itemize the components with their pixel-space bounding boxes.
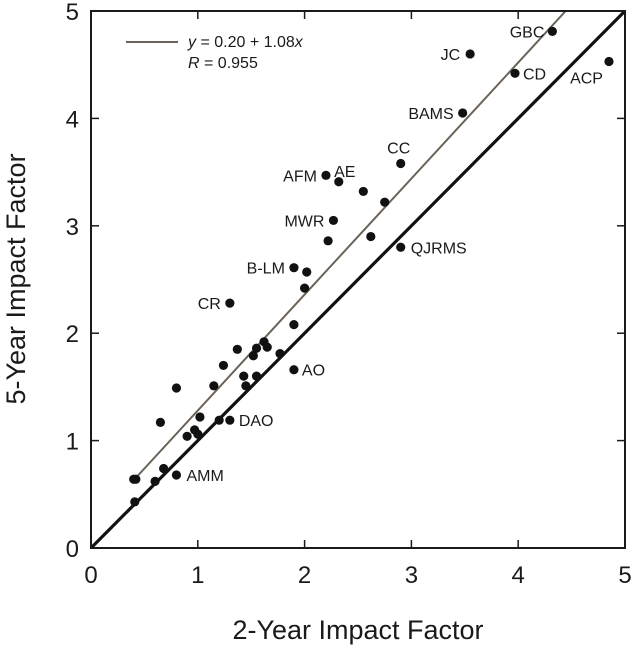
data-point <box>225 298 235 308</box>
point-label: AMM <box>186 468 223 485</box>
legend: y = 0.20 + 1.08x R = 0.955 <box>126 34 304 72</box>
data-point <box>248 351 258 361</box>
legend-correlation: R = 0.955 <box>188 55 258 72</box>
data-point <box>150 476 160 487</box>
data-point <box>334 177 344 187</box>
y-tick-label: 4 <box>66 106 79 133</box>
x-tick-label: 4 <box>512 562 525 589</box>
data-point <box>289 320 299 330</box>
data-point <box>300 283 310 293</box>
data-point <box>302 267 312 277</box>
data-point <box>251 343 262 353</box>
one-to-one-line <box>91 11 625 548</box>
data-point <box>131 474 141 484</box>
y-tick-label: 5 <box>66 0 79 26</box>
point-label: B-LM <box>247 261 285 278</box>
data-point <box>396 242 406 252</box>
data-point <box>380 197 390 207</box>
y-axis-title: 5-Year Impact Factor <box>1 153 31 404</box>
data-point <box>214 415 224 425</box>
data-point <box>232 344 242 354</box>
x-tick-label: 2 <box>298 562 311 589</box>
point-label: GBC <box>510 24 545 41</box>
axis-ticks: 0 1 2 3 4 5 0 1 2 3 4 5 <box>66 0 632 589</box>
data-point <box>396 158 406 169</box>
point-label: CD <box>523 66 546 83</box>
data-point <box>193 429 203 439</box>
point-label: AO <box>302 363 325 380</box>
point-label: JC <box>441 47 461 64</box>
data-point <box>366 231 376 242</box>
data-point <box>604 56 614 67</box>
point-label: CR <box>198 296 221 313</box>
point-label: ACP <box>570 70 603 87</box>
data-point <box>262 342 272 352</box>
data-point <box>251 371 262 381</box>
data-point <box>159 463 169 474</box>
data-point <box>182 431 192 441</box>
point-label: AE <box>334 164 355 181</box>
data-point <box>130 497 140 507</box>
plot-area <box>91 11 625 548</box>
data-point <box>209 381 219 391</box>
data-point <box>358 186 368 197</box>
data-point <box>241 381 251 391</box>
point-label: MWR <box>284 213 324 230</box>
data-point <box>225 415 235 425</box>
x-tick-label: 5 <box>618 562 631 589</box>
legend-fit-equation: y = 0.20 + 1.08x <box>187 34 304 51</box>
data-point <box>171 470 182 480</box>
plot-frame <box>90 10 626 549</box>
y-tick-label: 2 <box>66 321 79 348</box>
data-points: ACP GBC CD JC BAMS CC AFM AE MWR QJRMS B-LM CR AO DAO… <box>129 24 614 507</box>
data-point <box>239 371 249 381</box>
point-label: CC <box>387 141 410 158</box>
data-point <box>547 26 557 37</box>
data-point <box>465 49 475 59</box>
x-tick-label: 0 <box>84 562 97 589</box>
y-tick-label: 1 <box>66 429 79 456</box>
data-point <box>321 170 331 180</box>
data-point <box>275 349 285 359</box>
data-point <box>289 365 299 375</box>
point-label: QJRMS <box>411 240 467 257</box>
x-axis-title: 2-Year Impact Factor <box>232 615 483 645</box>
data-point <box>510 68 520 78</box>
data-point <box>195 412 205 422</box>
data-point <box>218 360 229 371</box>
point-label: BAMS <box>408 106 453 123</box>
data-point <box>458 108 468 118</box>
data-point <box>328 215 339 226</box>
data-point <box>155 417 166 427</box>
point-label: DAO <box>239 413 274 430</box>
data-point <box>289 263 299 273</box>
regression-line <box>132 11 567 481</box>
data-point <box>171 383 182 393</box>
x-tick-label: 1 <box>191 562 204 589</box>
x-tick-label: 3 <box>405 562 418 589</box>
y-tick-label: 0 <box>66 536 79 563</box>
point-label: AFM <box>283 168 317 185</box>
data-point <box>323 236 333 246</box>
y-tick-label: 3 <box>66 214 79 241</box>
